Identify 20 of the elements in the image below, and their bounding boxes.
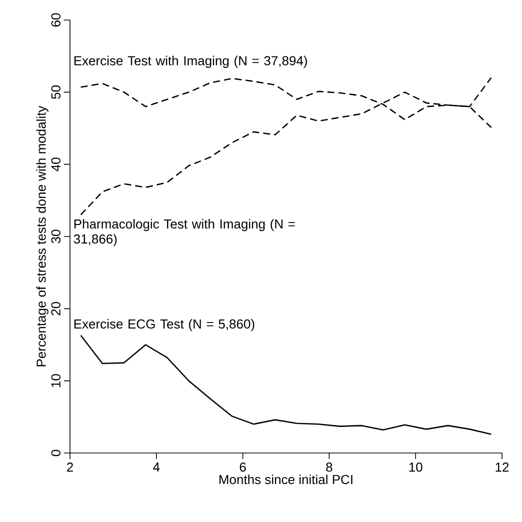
y-tick-label: 30 (51, 230, 60, 244)
y-tick-label: 10 (51, 374, 60, 388)
y-axis-title: Percentage of stress tests done with modality (36, 106, 48, 366)
line-series (80, 334, 492, 435)
x-tick-label: 12 (496, 462, 509, 472)
series-label: Pharmacologic Test with Imaging (N = 31,866) (74, 219, 295, 246)
x-axis-title: Months since initial PCI (220, 474, 352, 484)
y-tick-label: 0 (51, 450, 60, 456)
y-tick-label: 20 (51, 302, 60, 316)
x-tick-label: 6 (240, 462, 246, 472)
x-tick-label: 10 (409, 462, 422, 472)
y-tick-label: 60 (51, 13, 60, 27)
y-tick-label: 40 (51, 158, 60, 172)
series-label: Exercise Test with Imaging (N = 37,894) (74, 56, 307, 68)
x-tick-label: 8 (326, 462, 332, 472)
y-tick-label: 50 (51, 85, 60, 99)
line-series (80, 77, 492, 216)
x-tick-label: 2 (67, 462, 73, 472)
x-tick-label: 4 (153, 462, 160, 472)
series-label: Exercise ECG Test (N = 5,860) (74, 319, 254, 332)
